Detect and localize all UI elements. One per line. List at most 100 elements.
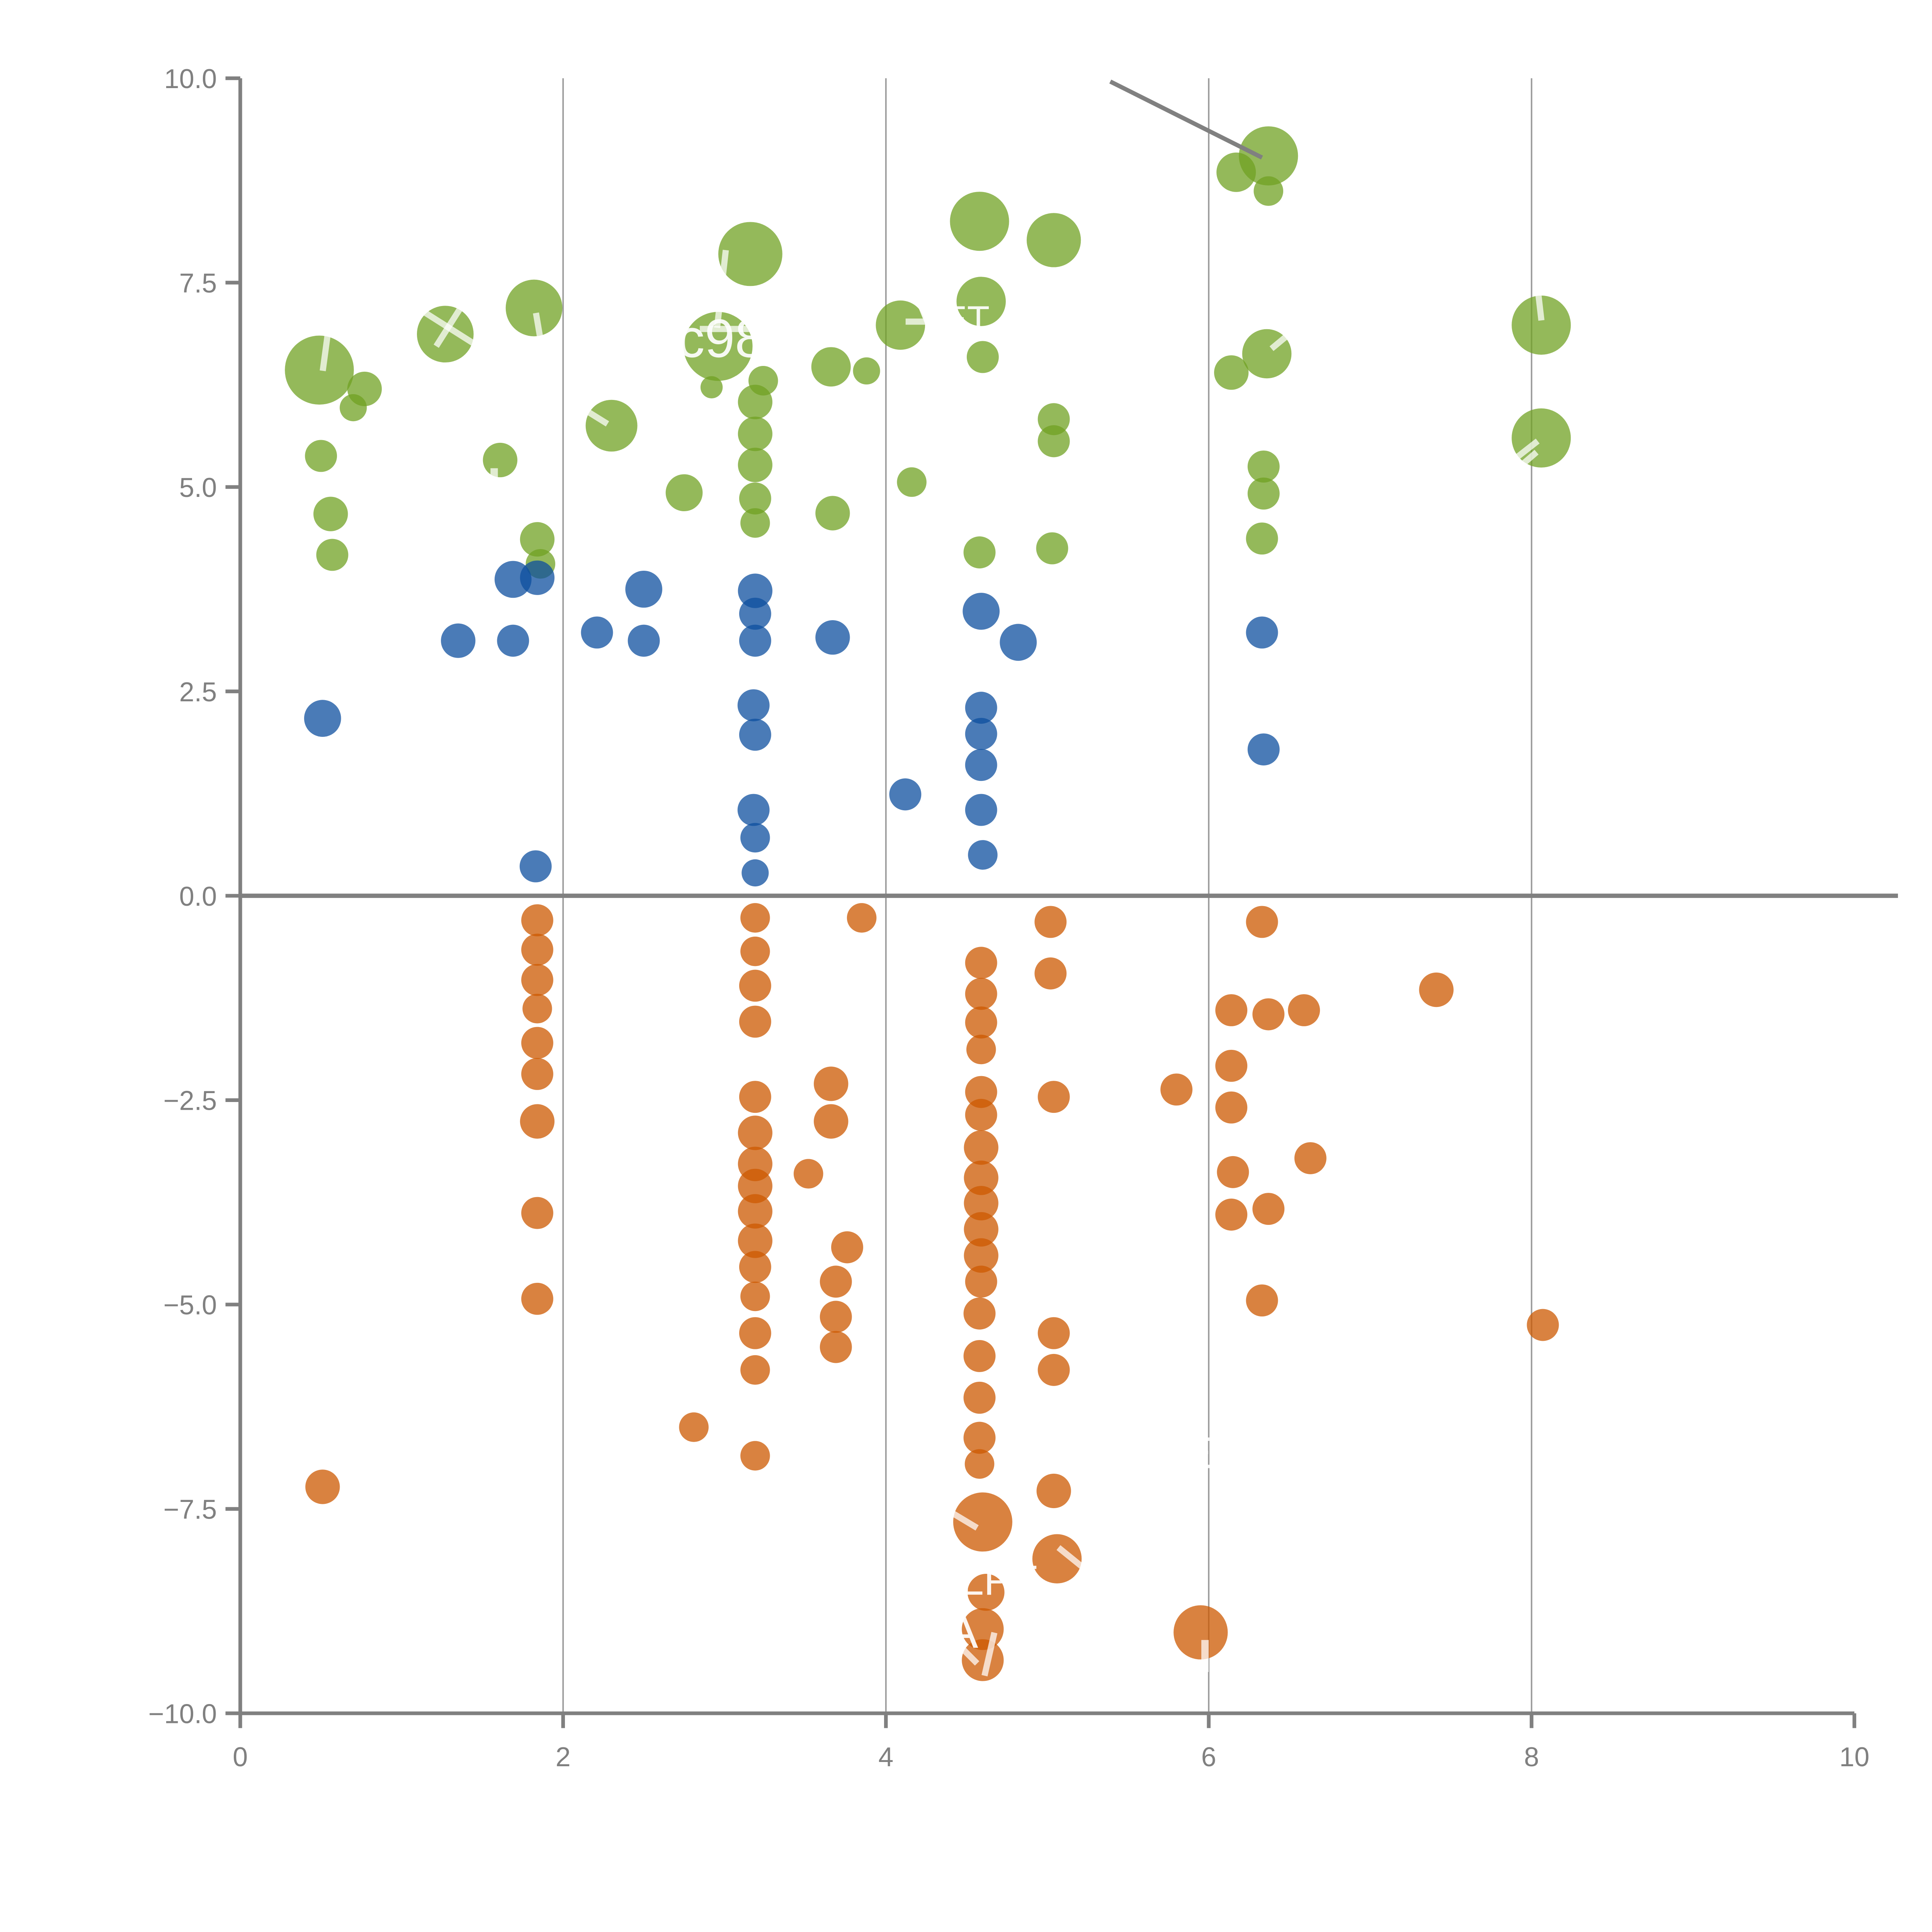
data-point-orange bbox=[1037, 1354, 1070, 1386]
data-point-orange bbox=[738, 1116, 773, 1150]
data-point-orange bbox=[1215, 994, 1248, 1026]
data-point-green bbox=[740, 508, 770, 538]
data-point-green bbox=[505, 279, 563, 337]
data-point-green bbox=[1036, 532, 1068, 565]
data-point-blue bbox=[625, 571, 662, 608]
data-point-green bbox=[738, 384, 773, 419]
y-tick-label: −7.5 bbox=[163, 1494, 217, 1525]
data-point-blue bbox=[889, 778, 922, 811]
data-point-orange bbox=[965, 1006, 997, 1039]
data-point-orange bbox=[1215, 1049, 1248, 1082]
data-point-green bbox=[853, 357, 880, 385]
data-point-orange bbox=[521, 1058, 553, 1090]
data-point-orange bbox=[521, 1027, 553, 1059]
label-fragment bbox=[580, 405, 609, 427]
data-point-blue bbox=[520, 560, 555, 595]
data-point-green bbox=[305, 440, 337, 472]
data-point-green bbox=[1512, 408, 1571, 468]
data-point-orange bbox=[522, 993, 552, 1024]
data-point-blue bbox=[965, 718, 997, 750]
data-point-orange bbox=[1160, 1073, 1193, 1106]
data-point-orange bbox=[963, 1381, 996, 1414]
point-labels: c98 VET LPT E A bbox=[678, 298, 1213, 1658]
data-point-green bbox=[1027, 213, 1081, 267]
annotation-line-group bbox=[1109, 79, 1263, 160]
data-point-orange bbox=[1288, 994, 1320, 1026]
point-label-A: A bbox=[946, 1604, 978, 1659]
y-tick-label: 2.5 bbox=[179, 677, 217, 707]
data-point-orange bbox=[964, 1449, 995, 1479]
data-point-orange bbox=[305, 1469, 340, 1504]
data-point-orange bbox=[521, 934, 553, 966]
data-point-green bbox=[1246, 522, 1278, 555]
data-point-orange bbox=[1252, 998, 1285, 1031]
data-point-blue bbox=[739, 624, 771, 657]
data-point-orange bbox=[1032, 1534, 1082, 1583]
data-point-blue bbox=[738, 573, 773, 608]
data-point-green bbox=[718, 222, 782, 286]
data-point-blue bbox=[737, 689, 770, 721]
data-point-blue bbox=[963, 593, 1000, 630]
y-tick-label: −2.5 bbox=[163, 1085, 217, 1116]
data-point-blue bbox=[441, 623, 476, 658]
label-fragment bbox=[1514, 439, 1540, 461]
data-point-orange bbox=[847, 903, 877, 933]
data-point-orange bbox=[740, 903, 770, 933]
data-point-green bbox=[483, 442, 517, 478]
data-point-orange bbox=[738, 1194, 773, 1229]
data-point-orange bbox=[740, 1281, 770, 1311]
data-point-orange bbox=[739, 969, 771, 1002]
data-point-orange bbox=[964, 1238, 998, 1273]
data-point-orange bbox=[953, 1492, 1012, 1552]
data-point-green bbox=[956, 277, 1006, 326]
data-point-orange bbox=[964, 1212, 998, 1247]
series-blue bbox=[304, 560, 1280, 887]
data-point-green bbox=[285, 335, 354, 405]
data-point-orange bbox=[820, 1331, 852, 1363]
data-point-blue bbox=[965, 749, 997, 781]
data-point-green bbox=[340, 394, 367, 422]
y-tick-label: 10.0 bbox=[164, 63, 217, 94]
data-point-orange bbox=[965, 978, 997, 1010]
label-fragment bbox=[1269, 328, 1296, 351]
data-point-green bbox=[1512, 295, 1571, 355]
data-point-orange bbox=[965, 947, 997, 979]
data-point-orange bbox=[1173, 1605, 1228, 1660]
data-point-green bbox=[1253, 176, 1284, 206]
x-tick-label: 4 bbox=[878, 1742, 893, 1772]
data-point-orange bbox=[1215, 1091, 1248, 1124]
data-point-orange bbox=[1037, 1317, 1070, 1349]
data-point-orange bbox=[1246, 1284, 1278, 1316]
data-point-orange bbox=[814, 1104, 849, 1139]
data-point-green bbox=[738, 417, 773, 451]
data-point-orange bbox=[521, 1282, 553, 1315]
data-point-green bbox=[313, 497, 348, 531]
label-fragment bbox=[951, 1510, 979, 1531]
data-point-blue bbox=[968, 840, 998, 870]
data-point-blue bbox=[965, 692, 997, 724]
data-point-green bbox=[950, 192, 1009, 251]
data-point-blue bbox=[740, 823, 770, 853]
data-point-orange bbox=[1215, 1198, 1248, 1231]
data-point-orange bbox=[740, 1441, 770, 1471]
data-point-blue bbox=[737, 794, 770, 826]
data-point-orange bbox=[520, 1104, 555, 1139]
data-point-orange bbox=[1294, 1142, 1327, 1174]
label-fragment bbox=[434, 304, 465, 348]
data-point-green bbox=[1247, 451, 1280, 483]
data-point-green bbox=[811, 347, 851, 387]
data-point-green bbox=[963, 536, 996, 569]
data-point-blue bbox=[742, 859, 769, 887]
data-point-green bbox=[739, 482, 771, 515]
x-tick-label: 6 bbox=[1201, 1742, 1216, 1772]
y-tick-label: 5.0 bbox=[179, 472, 217, 503]
data-point-green bbox=[585, 400, 638, 452]
data-point-green bbox=[1214, 355, 1249, 390]
data-point-blue bbox=[965, 794, 997, 826]
data-point-green bbox=[738, 447, 773, 482]
data-point-orange bbox=[967, 1574, 1005, 1611]
data-point-green bbox=[966, 341, 999, 373]
data-point-blue bbox=[1000, 624, 1037, 661]
label-fragment bbox=[949, 1635, 980, 1666]
x-tick-label: 0 bbox=[233, 1742, 248, 1772]
